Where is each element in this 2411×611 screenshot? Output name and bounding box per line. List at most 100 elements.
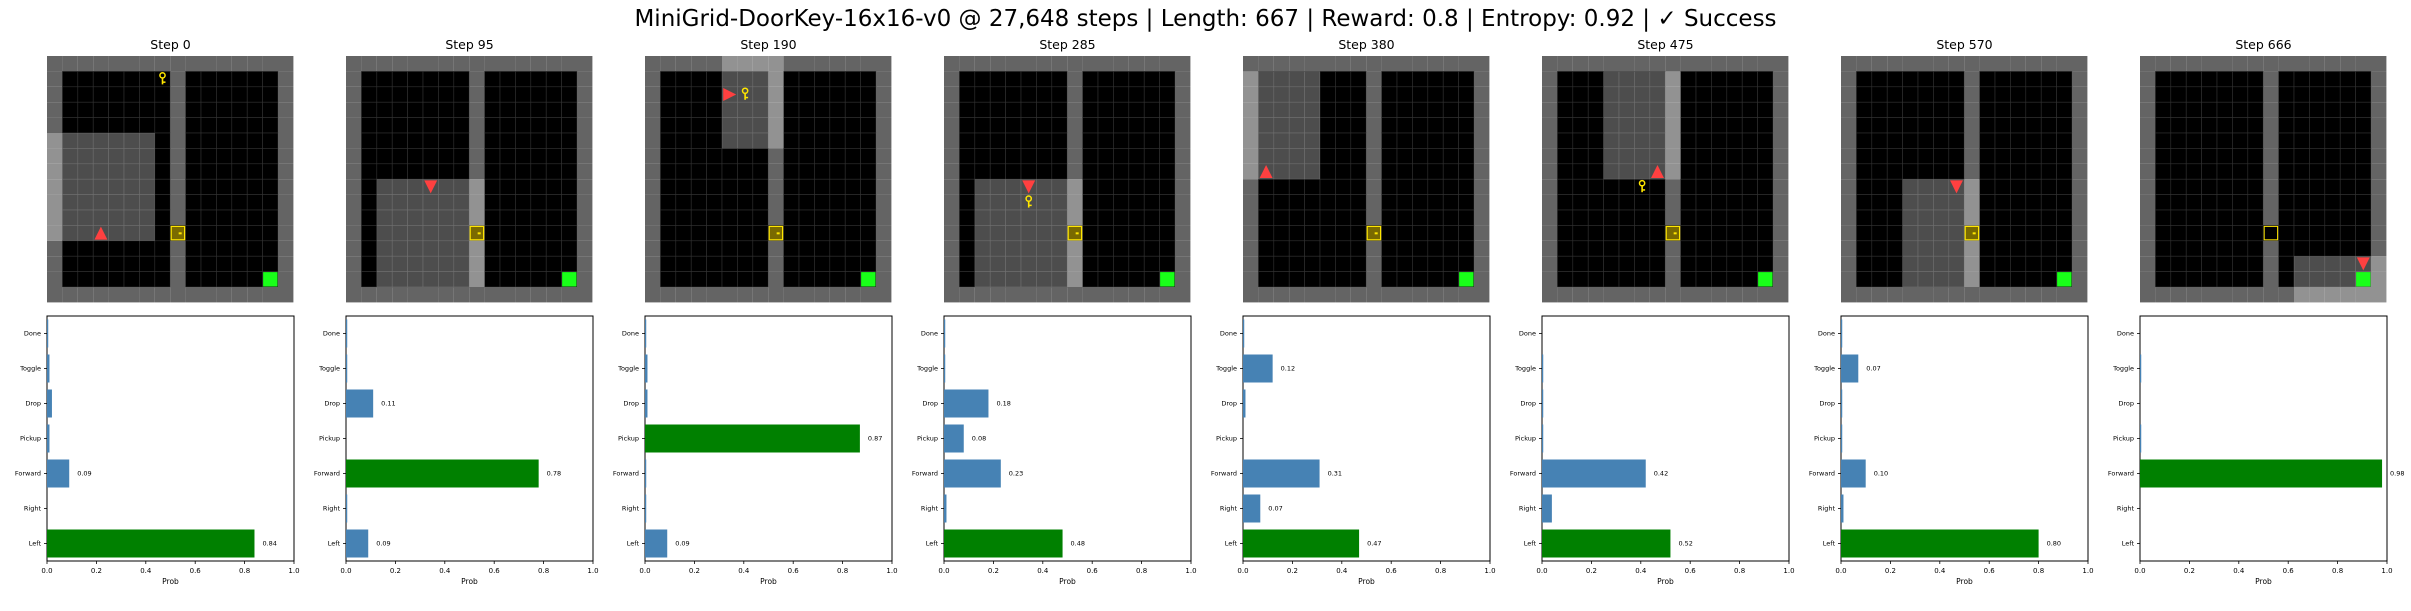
floor-cell (1933, 86, 1950, 103)
floor-cell (1097, 255, 1114, 272)
floor-cell (2040, 117, 2057, 134)
door-handle (178, 232, 182, 235)
bar-done (1243, 319, 1245, 348)
floor-cell (1557, 101, 1574, 118)
floor-cell (974, 71, 991, 88)
floor-cell (1726, 209, 1743, 226)
y-tick-label: Right (622, 505, 640, 513)
floor-cell (1273, 178, 1290, 195)
floor-cell (246, 71, 263, 88)
bar-forward (944, 459, 1001, 488)
wall-cell (2010, 287, 2026, 303)
bar-pickup (645, 424, 860, 453)
floor-cell (1304, 194, 1321, 211)
wall-cell (1005, 287, 1021, 303)
floor-cell (2040, 163, 2057, 180)
x-tick-label: 1.0 (587, 567, 598, 575)
wall-cell (1366, 71, 1382, 87)
wall-cell (77, 56, 94, 72)
floor-cell (675, 178, 692, 195)
wall-cell (944, 179, 960, 195)
wall-cell (2140, 56, 2156, 72)
wall-cell (47, 210, 63, 226)
data-label: 0.10 (1874, 470, 1888, 478)
floor-cell (1159, 132, 1176, 149)
floor-cell (1618, 194, 1635, 211)
wall-cell (1175, 287, 1191, 303)
floor-cell (706, 178, 723, 195)
floor-cell (2309, 240, 2326, 257)
wall-cell (423, 56, 439, 72)
x-tick-label: 0.6 (489, 567, 501, 575)
floor-cell (752, 271, 769, 288)
floor-cell (1427, 148, 1444, 165)
floor-cell (1113, 132, 1130, 149)
wall-cell (2263, 117, 2279, 133)
floor-cell (1757, 178, 1774, 195)
wall-cell (1979, 56, 1995, 72)
floor-cell (1572, 194, 1589, 211)
wall-cell (2155, 287, 2171, 303)
floor-cell (1051, 71, 1068, 88)
floor-cell (1757, 148, 1774, 165)
floor-cell (123, 255, 140, 272)
x-tick-label: 0.2 (390, 567, 401, 575)
floor-cell (515, 101, 532, 118)
bar-forward (346, 459, 539, 488)
wall-cell (1711, 287, 1727, 303)
wall-cell (1258, 56, 1274, 72)
wall-cell (1175, 271, 1191, 287)
floor-cell (2170, 240, 2187, 257)
wall-cell (231, 56, 248, 72)
y-tick-label: Toggle (318, 365, 340, 373)
floor-cell (844, 86, 861, 103)
bar-left (1542, 529, 1671, 558)
wall-cell (876, 240, 892, 257)
floor-cell (1128, 271, 1145, 288)
wall-cell (876, 271, 892, 287)
wall-cell (2072, 102, 2088, 118)
floor-cell (1711, 101, 1728, 118)
floor-cell (1680, 163, 1697, 180)
floor-cell (783, 209, 800, 226)
floor-cell (2278, 178, 2295, 195)
wall-cell (1757, 287, 1773, 303)
floor-cell (1695, 71, 1712, 88)
wall-cell (469, 210, 485, 226)
wall-cell (944, 102, 960, 118)
data-label: 0.48 (1071, 540, 1085, 548)
floor-cell (2216, 225, 2233, 242)
floor-cell (1711, 117, 1728, 134)
y-tick-label: Pickup (917, 435, 938, 443)
floor-cell (1902, 86, 1919, 103)
wall-cell (1665, 194, 1681, 210)
wall-cell (1964, 210, 1980, 226)
floor-cell (499, 255, 516, 272)
wall-cell (47, 271, 63, 287)
wall-cell (2324, 56, 2341, 72)
floor-cell (1082, 178, 1099, 195)
wall-cell (2072, 287, 2088, 303)
floor-cell (1994, 117, 2011, 134)
floor-cell (706, 117, 723, 134)
floor-cell (453, 148, 470, 165)
floor-cell (484, 71, 501, 88)
floor-cell (515, 194, 532, 211)
floor-cell (499, 163, 516, 180)
wall-cell (645, 86, 661, 103)
agent-view-highlight (47, 133, 155, 241)
floor-cell (361, 132, 378, 149)
floor-cell (2170, 101, 2187, 118)
floor-cell (737, 271, 754, 288)
floor-cell (1757, 240, 1774, 257)
y-tick-label: Done (323, 330, 340, 338)
wall-cell (1542, 133, 1558, 149)
floor-cell (231, 255, 248, 272)
floor-cell (1902, 117, 1919, 134)
floor-cell (108, 71, 125, 88)
x-tick-label: 0.2 (1287, 567, 1298, 575)
floor-cell (814, 117, 831, 134)
floor-cell (1587, 225, 1604, 242)
data-label: 0.87 (868, 435, 882, 443)
